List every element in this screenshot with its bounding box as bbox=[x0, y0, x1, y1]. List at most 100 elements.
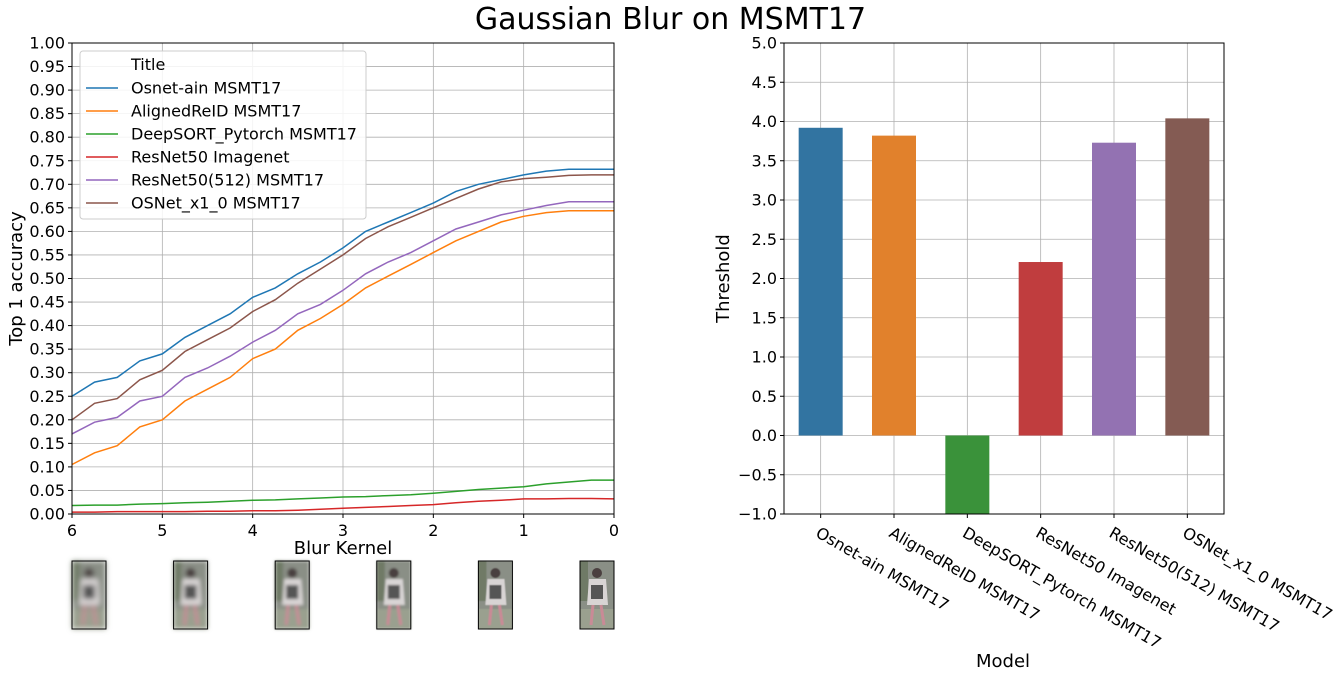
y-tick-label: 3.0 bbox=[752, 191, 777, 210]
thumb-leg bbox=[193, 604, 200, 626]
person-figure bbox=[72, 561, 106, 629]
y-tick-label: 0.20 bbox=[29, 410, 65, 429]
thumb-foliage bbox=[173, 561, 182, 601]
person-figure bbox=[478, 561, 513, 629]
person-figure bbox=[173, 561, 208, 629]
y-tick-label: 0.25 bbox=[29, 387, 65, 406]
thumb-head bbox=[592, 568, 602, 578]
thumb-leg bbox=[589, 604, 595, 626]
y-tick-label: 0.00 bbox=[29, 505, 65, 524]
x-tick-label: 2 bbox=[428, 521, 438, 540]
thumb-leg bbox=[386, 604, 392, 626]
thumb-head bbox=[185, 568, 196, 578]
thumb-ground bbox=[72, 609, 106, 629]
y-tick-label: 0.65 bbox=[29, 198, 65, 217]
x-tick-label: 3 bbox=[338, 521, 348, 540]
legend-label: ResNet50 Imagenet bbox=[131, 148, 289, 167]
y-tick-label: 5.0 bbox=[752, 34, 777, 53]
series-line bbox=[72, 497, 615, 513]
thumb-foliage bbox=[275, 561, 284, 601]
bar bbox=[1092, 142, 1136, 436]
blur-thumbnail bbox=[376, 560, 412, 630]
y-tick-label: 2.5 bbox=[752, 230, 777, 249]
blur-thumbnails bbox=[71, 560, 615, 630]
legend-label: Osnet-ain MSMT17 bbox=[131, 79, 281, 98]
thumb-leg bbox=[284, 604, 290, 626]
y-tick-label: 0.35 bbox=[29, 340, 65, 359]
y-tick-label: 0.30 bbox=[29, 363, 65, 382]
blur-thumbnail bbox=[274, 560, 310, 630]
thumb-head bbox=[287, 568, 298, 578]
legend-label: AlignedReID MSMT17 bbox=[131, 102, 301, 121]
legend-label: ResNet50(512) MSMT17 bbox=[131, 171, 324, 190]
thumb-head bbox=[84, 568, 94, 578]
y-tick-label: 2.0 bbox=[752, 269, 777, 288]
bar bbox=[1165, 118, 1210, 436]
person-figure bbox=[580, 561, 614, 629]
y-tick-label: 0.85 bbox=[29, 104, 65, 123]
legend-box bbox=[79, 50, 367, 220]
x-tick-label: Osnet-ain MSMT17 bbox=[813, 523, 953, 615]
y-tick-label: 0.75 bbox=[29, 151, 65, 170]
y-tick-label: 0.40 bbox=[29, 316, 65, 335]
series-line bbox=[71, 479, 614, 507]
person-figure bbox=[376, 561, 411, 629]
y-tick-label: 1.00 bbox=[29, 34, 65, 53]
legend-label: OSNet_x1_0 MSMT17 bbox=[131, 194, 301, 214]
x-tick-label: 6 bbox=[67, 521, 77, 540]
thumb-leg bbox=[396, 604, 403, 626]
y-tick-label: 0.55 bbox=[29, 245, 65, 264]
thumb-bag bbox=[184, 585, 197, 599]
thumb-foliage bbox=[376, 561, 385, 601]
y-tick-label: 3.5 bbox=[752, 151, 777, 170]
y-tick-label: 0.0 bbox=[752, 426, 777, 445]
thumb-frame bbox=[274, 560, 310, 630]
x-tick-label: 1 bbox=[519, 521, 529, 540]
thumb-foliage bbox=[72, 561, 80, 601]
thumb-head bbox=[490, 568, 501, 578]
x-axis-label: Blur Kernel bbox=[294, 538, 392, 559]
y-tick-label: 0.80 bbox=[29, 128, 65, 147]
series-line bbox=[71, 174, 614, 421]
thumb-ground bbox=[275, 609, 310, 629]
thumb-bag bbox=[83, 585, 95, 599]
y-tick-label: 0.5 bbox=[752, 387, 777, 406]
x-tick-label: 0 bbox=[609, 521, 619, 540]
bar bbox=[872, 135, 916, 436]
line-chart: 0.00 0.05 0.10 0.15 0.20 0.25 0.30 0.35 0.40 0.45… bbox=[6, 34, 619, 560]
thumb-leg bbox=[487, 604, 493, 626]
y-tick-label: 0.15 bbox=[29, 434, 65, 453]
thumb-ground bbox=[173, 609, 208, 629]
x-axis-label: Model bbox=[976, 651, 1030, 672]
y-tick-label: −0.5 bbox=[738, 465, 777, 484]
y-tick-label: 0.50 bbox=[29, 269, 65, 288]
y-tick-label: 0.05 bbox=[29, 481, 65, 500]
y-tick-label: 1.0 bbox=[752, 348, 777, 367]
thumb-bag bbox=[489, 585, 502, 599]
thumb-head bbox=[388, 568, 399, 578]
thumb-leg bbox=[81, 604, 87, 626]
y-tick-label: 0.45 bbox=[29, 293, 65, 312]
blur-thumbnail bbox=[71, 560, 107, 630]
legend-label: DeepSORT_Pytorch MSMT17 bbox=[131, 125, 357, 145]
thumb-bag bbox=[387, 585, 400, 599]
y-tick-label: 1.5 bbox=[752, 308, 777, 327]
thumb-ground bbox=[580, 609, 614, 629]
thumb-frame bbox=[71, 560, 107, 630]
bar bbox=[945, 435, 990, 514]
thumb-leg bbox=[91, 604, 98, 626]
blur-thumbnail bbox=[477, 560, 513, 630]
series-line bbox=[71, 168, 614, 397]
thumb-frame bbox=[477, 560, 513, 630]
bar bbox=[798, 127, 843, 436]
thumb-foliage bbox=[580, 561, 588, 601]
chart-title: Gaussian Blur on MSMT17 bbox=[474, 2, 867, 37]
thumb-frame bbox=[376, 560, 412, 630]
thumb-leg bbox=[599, 604, 606, 626]
thumb-leg bbox=[183, 604, 189, 626]
y-axis-label: Threshold bbox=[713, 234, 734, 324]
series-line bbox=[71, 209, 614, 466]
thumb-ground bbox=[478, 609, 513, 629]
y-tick-label: 0.10 bbox=[29, 457, 65, 476]
